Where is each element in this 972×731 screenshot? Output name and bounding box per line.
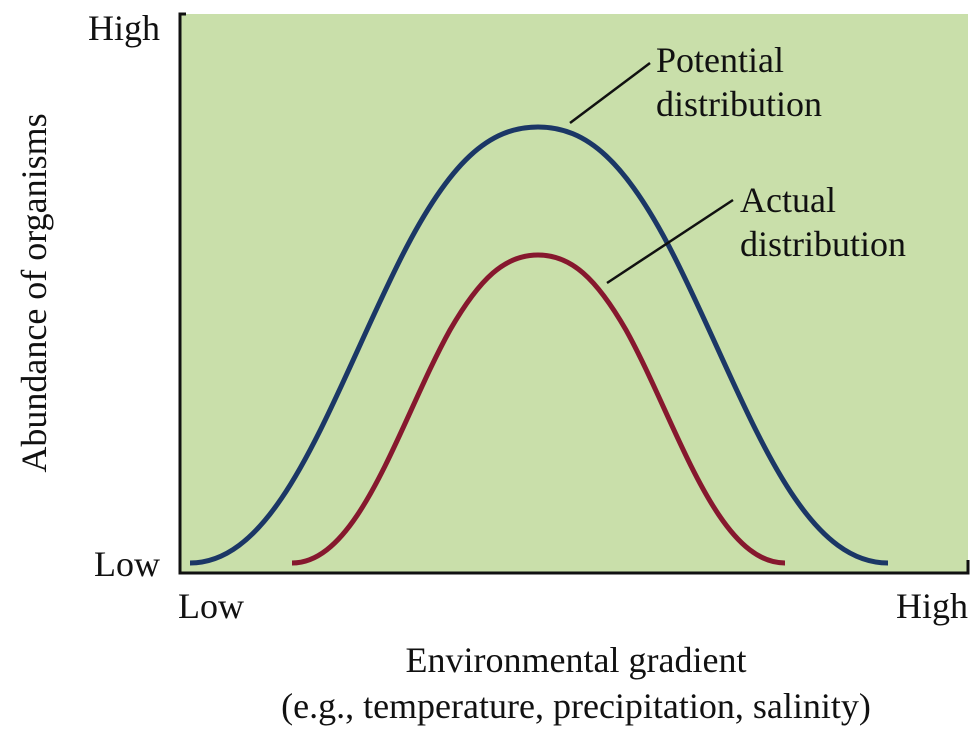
axes: [178, 12, 970, 575]
x-high-label: High: [896, 586, 968, 626]
potential-curve: [189, 124, 889, 566]
actual-curve: [291, 252, 786, 566]
curve-label: Potential: [656, 40, 784, 80]
x-axis-sublabel: (e.g., temperature, precipitation, salin…: [281, 686, 871, 726]
curve-label: Actual: [740, 180, 836, 220]
leader-line: [606, 198, 734, 285]
leader-line: [569, 62, 651, 124]
curve-label: distribution: [656, 84, 822, 124]
x-low-label: Low: [178, 586, 244, 626]
x-axis-label: Environmental gradient: [406, 640, 747, 680]
plot-area: [180, 14, 968, 573]
curve-label: distribution: [740, 224, 906, 264]
y-high-label: High: [88, 8, 160, 48]
y-low-label: Low: [94, 544, 160, 584]
y-axis-label: Abundance of organisms: [14, 113, 54, 472]
